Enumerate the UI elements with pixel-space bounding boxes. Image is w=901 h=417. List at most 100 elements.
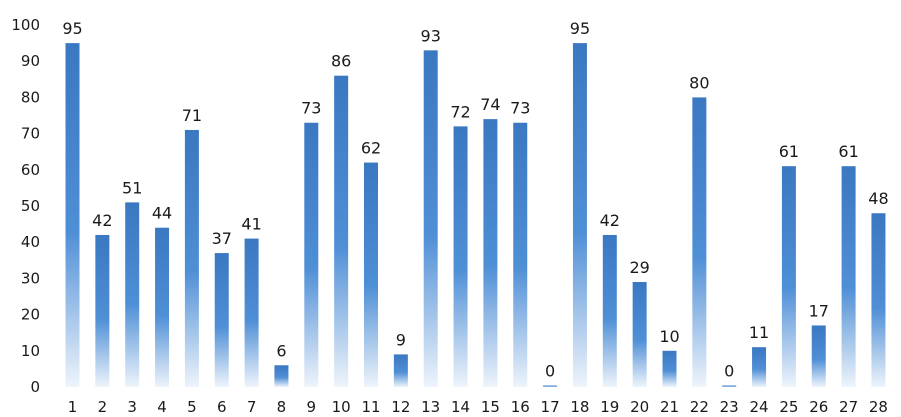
bar	[155, 227, 170, 387]
bar	[304, 122, 319, 388]
y-tick-label: 100	[11, 16, 40, 34]
x-tick-label: 20	[630, 398, 649, 416]
value-labels: 95 42 51 44 71 37 41 6 73 86 62 9 93 72 74 73 0 95 42 29 10 8…	[62, 19, 888, 380]
data-label: 6	[276, 341, 286, 360]
bar	[781, 166, 796, 387]
bar	[184, 129, 199, 388]
x-axis: 1 2 3 4 5 6 7 8 9 10 11 12 13 14 15 16 17 18 19 20 21 22 23 24 2…	[68, 398, 888, 416]
bar	[65, 43, 80, 387]
x-tick-label: 8	[277, 398, 287, 416]
data-label: 72	[450, 102, 470, 121]
x-tick-label: 7	[247, 398, 257, 416]
bar	[752, 347, 767, 387]
data-label: 74	[480, 95, 500, 114]
data-label: 86	[331, 52, 351, 71]
x-tick-label: 28	[869, 398, 888, 416]
bar	[841, 166, 856, 387]
x-tick-label: 22	[690, 398, 709, 416]
x-tick-label: 15	[481, 398, 500, 416]
x-tick-label: 19	[600, 398, 619, 416]
x-tick-label: 2	[98, 398, 108, 416]
x-tick-label: 5	[187, 398, 197, 416]
x-tick-label: 6	[217, 398, 227, 416]
data-label: 9	[396, 330, 406, 349]
data-label: 0	[724, 362, 734, 381]
y-tick-label: 50	[21, 197, 40, 215]
y-tick-label: 60	[21, 161, 40, 179]
bar	[334, 75, 349, 388]
x-tick-label: 17	[541, 398, 560, 416]
x-tick-label: 9	[307, 398, 317, 416]
bar	[871, 213, 886, 387]
y-tick-label: 80	[21, 88, 40, 106]
x-tick-label: 4	[157, 398, 167, 416]
y-tick-label: 40	[21, 233, 40, 251]
data-label: 62	[361, 139, 381, 158]
bar	[214, 253, 229, 387]
bar	[453, 126, 468, 388]
data-label: 71	[182, 106, 202, 125]
bar	[125, 202, 140, 387]
bar	[423, 50, 438, 388]
data-label: 42	[92, 211, 112, 230]
bar	[513, 122, 528, 388]
data-label: 37	[212, 229, 232, 248]
bar	[572, 43, 587, 387]
data-label: 42	[600, 211, 620, 230]
data-label: 0	[545, 362, 555, 381]
y-tick-label: 30	[21, 269, 40, 287]
bar	[95, 234, 110, 387]
bar	[244, 238, 259, 387]
x-tick-label: 14	[451, 398, 470, 416]
data-label: 61	[779, 142, 799, 161]
data-label: 93	[421, 26, 441, 45]
y-tick-label: 20	[21, 306, 40, 324]
data-label: 95	[570, 19, 590, 38]
bar	[543, 385, 558, 387]
data-label: 10	[659, 327, 679, 346]
x-tick-label: 10	[332, 398, 351, 416]
y-tick-label: 90	[21, 52, 40, 70]
x-tick-label: 3	[127, 398, 137, 416]
bar	[364, 162, 378, 387]
data-label: 17	[809, 301, 829, 320]
bar	[811, 325, 826, 387]
x-tick-label: 26	[809, 398, 828, 416]
bar	[632, 282, 647, 387]
data-label: 51	[122, 178, 142, 197]
bars	[65, 43, 886, 388]
data-label: 95	[62, 19, 82, 38]
data-label: 48	[868, 189, 888, 208]
data-label: 80	[689, 73, 709, 92]
x-tick-label: 24	[750, 398, 769, 416]
data-label: 29	[629, 258, 649, 277]
bar	[692, 97, 707, 388]
x-tick-label: 18	[570, 398, 589, 416]
y-axis: 0 10 20 30 40 50 60 70 80 90 100	[11, 16, 40, 396]
data-label: 44	[152, 204, 172, 223]
data-label: 73	[301, 99, 321, 118]
data-label: 11	[749, 323, 769, 342]
data-label: 41	[241, 215, 261, 234]
bar	[274, 365, 289, 387]
bar	[662, 350, 677, 387]
bar	[602, 234, 617, 387]
bar	[393, 354, 408, 387]
x-tick-label: 23	[720, 398, 739, 416]
bar	[722, 385, 737, 387]
x-tick-label: 11	[361, 398, 380, 416]
y-tick-label: 70	[21, 125, 40, 143]
data-label: 73	[510, 99, 530, 118]
x-tick-label: 1	[68, 398, 78, 416]
x-tick-label: 21	[660, 398, 679, 416]
x-tick-label: 16	[511, 398, 530, 416]
x-tick-label: 27	[839, 398, 858, 416]
y-tick-label: 10	[21, 342, 40, 360]
data-label: 61	[838, 142, 858, 161]
y-tick-label: 0	[30, 378, 40, 396]
x-tick-label: 25	[779, 398, 798, 416]
x-tick-label: 12	[391, 398, 410, 416]
bar	[483, 119, 498, 388]
x-tick-label: 13	[421, 398, 440, 416]
